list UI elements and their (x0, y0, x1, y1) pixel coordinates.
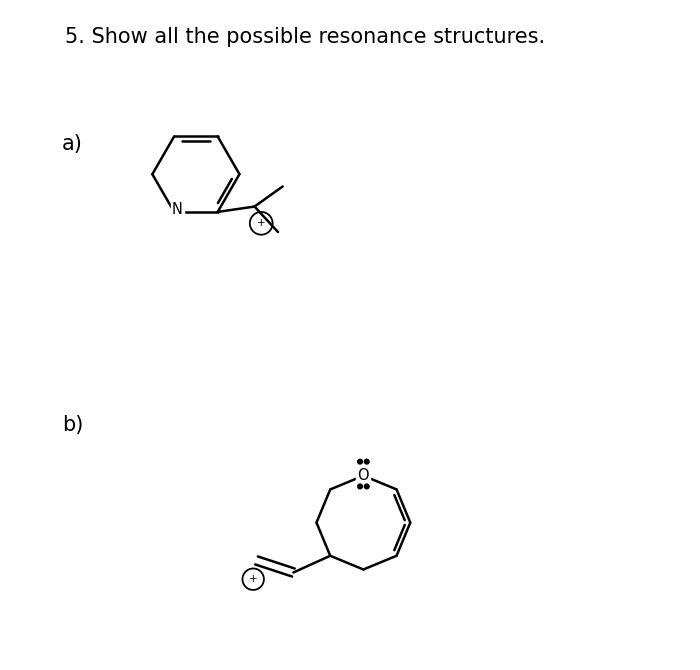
Text: 5. Show all the possible resonance structures.: 5. Show all the possible resonance struc… (65, 27, 545, 47)
Text: +: + (249, 574, 258, 584)
Circle shape (358, 484, 363, 489)
Text: N: N (172, 202, 183, 217)
Text: a): a) (62, 134, 83, 154)
Text: +: + (257, 218, 265, 228)
Circle shape (358, 460, 363, 464)
Text: b): b) (62, 415, 83, 436)
Text: O: O (358, 468, 369, 483)
Circle shape (365, 484, 369, 489)
Circle shape (365, 460, 369, 464)
